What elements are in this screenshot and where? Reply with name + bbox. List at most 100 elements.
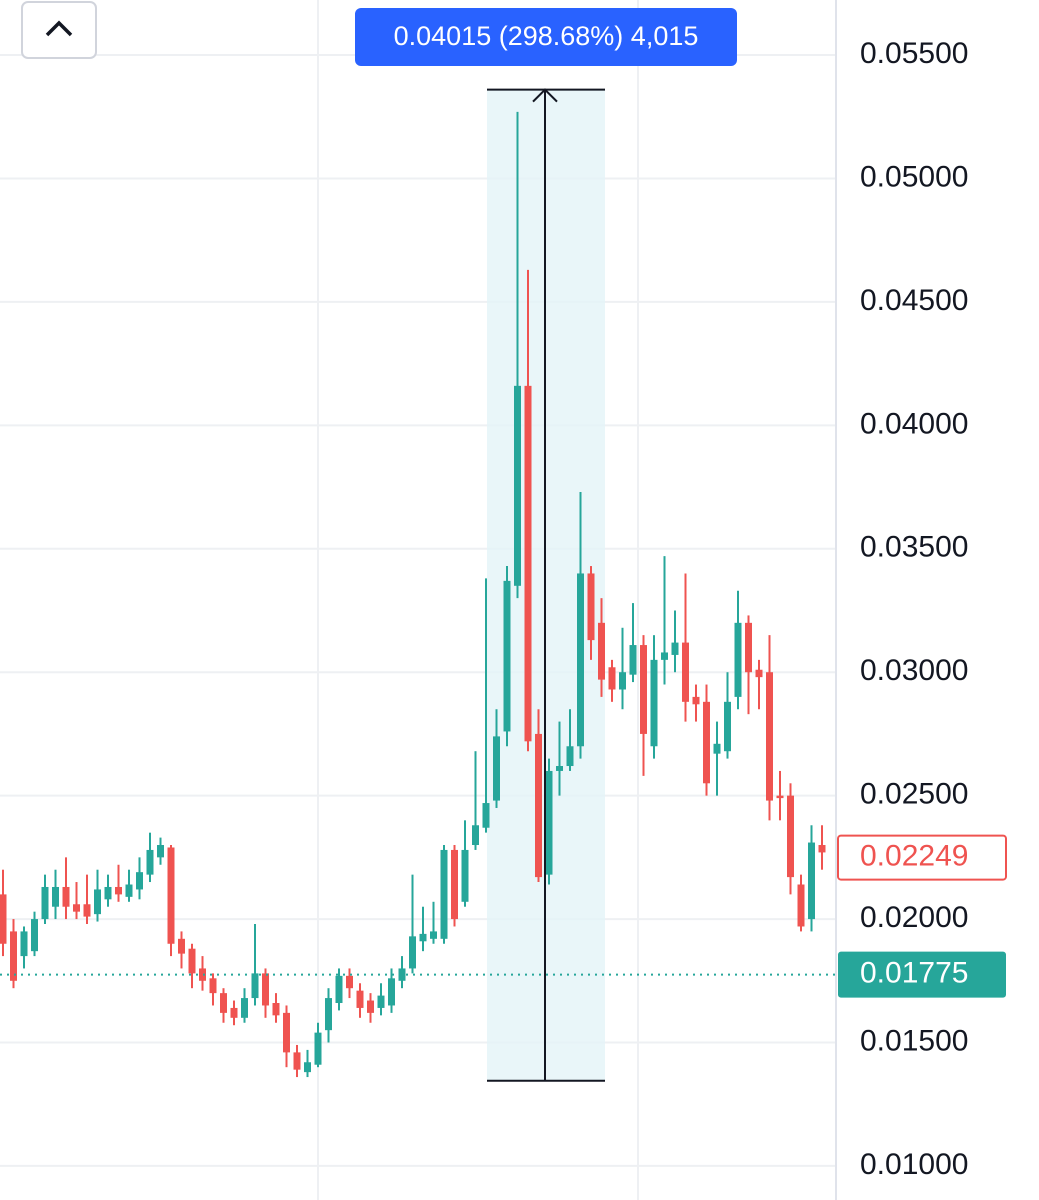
- y-tick-label: 0.02000: [860, 901, 968, 934]
- y-tick-label: 0.04000: [860, 407, 968, 440]
- candle-body: [146, 849, 154, 875]
- candle-body: [178, 938, 185, 954]
- candle-body: [713, 743, 721, 754]
- price-label-box: [838, 951, 1006, 998]
- candle-body: [272, 1003, 280, 1016]
- price-label-box: [837, 834, 1007, 881]
- candle-body: [766, 672, 773, 801]
- candle-body: [104, 886, 112, 900]
- candle-body: [745, 622, 752, 673]
- candle-body: [818, 845, 826, 853]
- candle-body: [587, 573, 595, 641]
- candle-body: [136, 872, 143, 890]
- candle-body: [556, 766, 563, 771]
- price-label: 0.01775: [860, 957, 968, 990]
- candle-body: [199, 968, 206, 981]
- candle-body: [440, 849, 448, 939]
- candle-body: [325, 998, 332, 1031]
- candle-body: [682, 642, 689, 702]
- measure-label: 0.04015 (298.68%) 4,015: [394, 21, 699, 51]
- candle-body: [671, 642, 679, 655]
- candle-body: [797, 884, 805, 927]
- candle-body: [640, 645, 647, 734]
- candle-body: [367, 1000, 374, 1013]
- candle-body: [787, 795, 794, 878]
- candle-body: [808, 842, 815, 920]
- measure-label-box: [355, 8, 737, 66]
- y-tick-label: 0.04500: [860, 284, 968, 317]
- candle-body: [472, 825, 479, 846]
- candle-body: [41, 886, 49, 920]
- candle-body: [461, 849, 469, 902]
- y-tick-label: 0.03000: [860, 654, 968, 687]
- candle-body: [157, 845, 164, 858]
- candle-body: [503, 580, 511, 732]
- chevron-icon: [45, 20, 73, 37]
- candle-body: [230, 1007, 238, 1018]
- button-frame[interactable]: [21, 1, 97, 59]
- y-tick-label: 0.05500: [860, 37, 968, 70]
- candle-body: [262, 973, 269, 1006]
- candle-body: [220, 993, 227, 1013]
- candle-body: [283, 1012, 290, 1053]
- candle-body: [535, 733, 542, 878]
- candle-body: [598, 622, 605, 680]
- candle-body: [0, 894, 7, 944]
- y-tick-label: 0.01000: [860, 1148, 968, 1181]
- candle-body: [430, 931, 437, 939]
- candle-body: [482, 803, 490, 828]
- candle-body: [629, 645, 637, 675]
- candle-body: [545, 770, 553, 875]
- candle-body: [419, 933, 427, 942]
- candle-body: [514, 385, 521, 586]
- candle-body: [304, 1062, 311, 1073]
- candle-body: [650, 659, 658, 747]
- candle-body: [608, 667, 616, 690]
- candle-body: [776, 795, 784, 799]
- y-tick-label: 0.05000: [860, 160, 968, 193]
- candle-body: [209, 978, 217, 994]
- candle-body: [734, 622, 742, 697]
- candle-body: [94, 889, 101, 915]
- measure-arrowhead: [532, 88, 558, 103]
- candle-body: [619, 672, 626, 690]
- candle-body: [703, 701, 710, 784]
- candle-body: [692, 696, 700, 705]
- candle-body: [188, 948, 196, 974]
- candle-body: [167, 847, 175, 944]
- candle-body: [125, 884, 133, 897]
- candle-body: [20, 931, 28, 957]
- collapse-button[interactable]: [21, 1, 97, 59]
- candle-body: [755, 669, 763, 678]
- candle-body: [293, 1052, 301, 1070]
- candle-body: [115, 886, 122, 895]
- candle-body: [409, 936, 416, 969]
- candle-body: [314, 1032, 322, 1065]
- y-tick-label: 0.01500: [860, 1024, 968, 1057]
- candle-body: [566, 746, 574, 767]
- candle-body: [451, 849, 458, 920]
- candle-body: [241, 998, 248, 1018]
- candle-body: [62, 886, 70, 907]
- candle-body: [335, 975, 343, 1004]
- candle-body: [377, 995, 385, 1008]
- candle-body: [398, 968, 406, 981]
- y-tick-label: 0.03500: [860, 531, 968, 564]
- candle-body: [524, 385, 532, 742]
- candle-body: [577, 573, 584, 747]
- candle-body: [31, 919, 38, 952]
- candle-body: [346, 975, 353, 989]
- candle-body: [52, 886, 59, 907]
- candle-body: [251, 973, 259, 999]
- candle-body: [493, 736, 500, 801]
- candle-body: [724, 701, 731, 752]
- candle-body: [83, 904, 91, 917]
- candle-body: [73, 904, 80, 912]
- candle-body: [388, 978, 395, 1006]
- candle-body: [10, 931, 17, 981]
- candle-body: [661, 652, 668, 660]
- price-label: 0.02249: [860, 840, 968, 873]
- y-tick-label: 0.02500: [860, 778, 968, 811]
- candle-body: [356, 990, 364, 1008]
